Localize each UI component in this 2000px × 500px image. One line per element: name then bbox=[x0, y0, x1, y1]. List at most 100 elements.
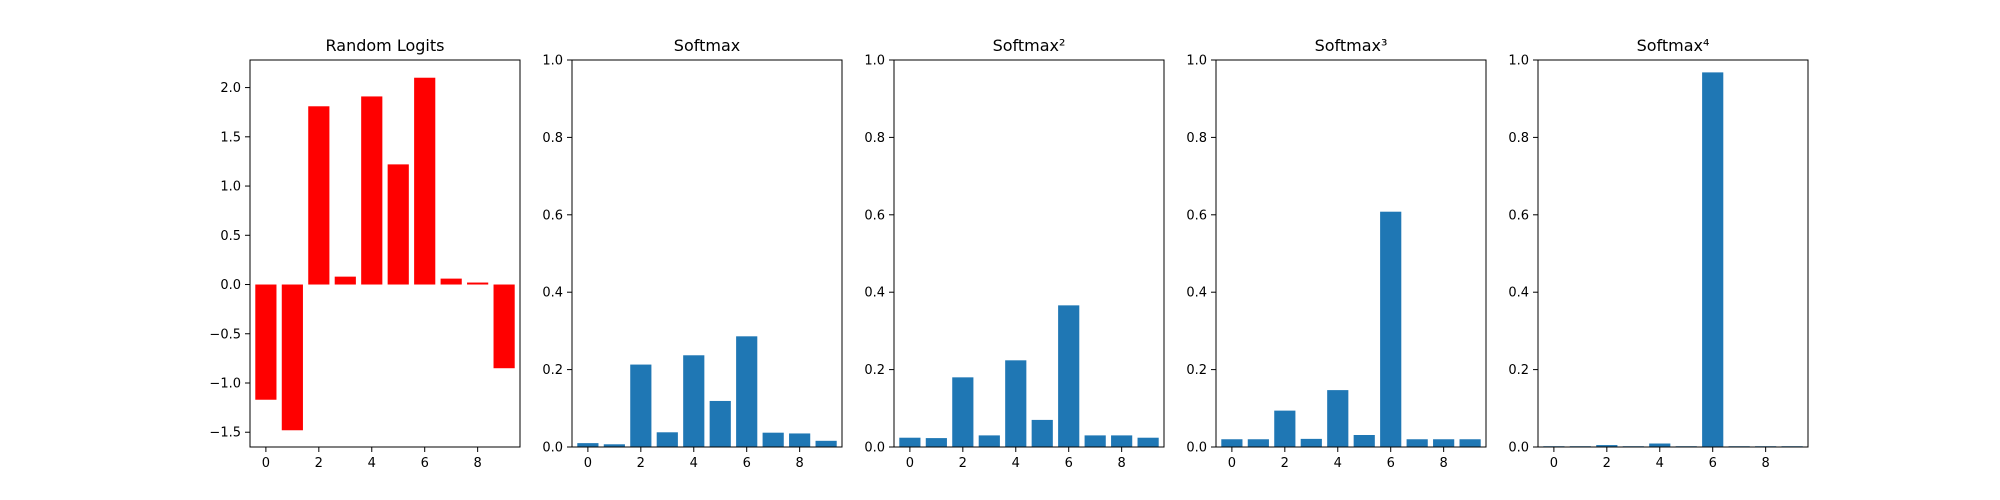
x-tick-label: 0 bbox=[1550, 456, 1558, 471]
chart-panel-0: 0 2 4 6 8 −1.5 −1.0 −0.5 0.0 0.5 1.0 1.5 2.0 Random L… bbox=[209, 36, 521, 471]
x-tick-label: 8 bbox=[474, 456, 482, 471]
x-tick-label: 6 bbox=[1387, 456, 1395, 471]
chart-title: Softmax⁴ bbox=[1637, 36, 1710, 55]
plot-frame bbox=[249, 59, 521, 448]
x-tick-label: 0 bbox=[1228, 456, 1236, 471]
x-tick-label: 8 bbox=[1762, 456, 1770, 471]
chart-title: Softmax³ bbox=[1315, 36, 1388, 55]
y-tick-label: 0.8 bbox=[542, 131, 563, 146]
x-tick-label: 4 bbox=[1012, 456, 1020, 471]
x-tick-label: 6 bbox=[743, 456, 751, 471]
bar-1 bbox=[925, 438, 947, 447]
chart-panel-1: 0 2 4 6 8 0.0 0.2 0.4 0.6 0.8 1.0 Softmax bbox=[542, 36, 843, 471]
bar-6 bbox=[414, 77, 436, 285]
x-tick-label: 2 bbox=[1281, 456, 1289, 471]
bar-8 bbox=[467, 282, 489, 285]
bar-0 bbox=[255, 284, 277, 400]
y-tick-label: 0.2 bbox=[864, 363, 885, 378]
y-tick-label: 1.0 bbox=[1186, 54, 1207, 69]
bar-3 bbox=[978, 435, 1000, 447]
bar-5 bbox=[709, 400, 731, 447]
bar-0 bbox=[577, 443, 599, 447]
chart-panel-4: 0 2 4 6 8 0.0 0.2 0.4 0.6 0.8 1.0 Softmax⁴ bbox=[1508, 36, 1809, 471]
bar-7 bbox=[1406, 439, 1428, 447]
bar-3 bbox=[334, 276, 356, 285]
y-tick-label: 0.4 bbox=[542, 286, 563, 301]
bar-4 bbox=[1327, 390, 1349, 447]
bar-5 bbox=[1031, 419, 1053, 447]
x-tick-label: 8 bbox=[796, 456, 804, 471]
bar-8 bbox=[1111, 435, 1133, 447]
x-tick-label: 2 bbox=[1603, 456, 1611, 471]
x-tick-label: 0 bbox=[906, 456, 914, 471]
y-tick-label: 0.5 bbox=[220, 229, 241, 244]
bar-4 bbox=[1005, 360, 1027, 447]
y-tick-label: 0.6 bbox=[1186, 208, 1207, 223]
bar-3 bbox=[1300, 438, 1322, 447]
y-tick-label: 0.4 bbox=[864, 286, 885, 301]
y-tick-label: −1.0 bbox=[209, 376, 241, 391]
x-tick-label: 8 bbox=[1118, 456, 1126, 471]
bar-6 bbox=[736, 336, 758, 447]
x-tick-label: 0 bbox=[584, 456, 592, 471]
y-tick-label: 0.8 bbox=[1186, 131, 1207, 146]
bar-7 bbox=[1084, 435, 1106, 447]
bar-1 bbox=[603, 444, 625, 447]
bar-8 bbox=[789, 433, 811, 447]
x-tick-label: 8 bbox=[1440, 456, 1448, 471]
bar-3 bbox=[656, 432, 678, 447]
y-tick-label: 1.5 bbox=[220, 130, 241, 145]
bar-9 bbox=[1137, 437, 1159, 447]
bar-2 bbox=[1274, 410, 1296, 447]
y-tick-label: 0.4 bbox=[1186, 286, 1207, 301]
bar-5 bbox=[387, 164, 409, 285]
y-tick-label: 0.6 bbox=[864, 208, 885, 223]
bar-4 bbox=[361, 96, 383, 285]
bar-9 bbox=[1459, 439, 1481, 447]
y-tick-label: 0.8 bbox=[864, 131, 885, 146]
bar-2 bbox=[630, 364, 652, 447]
y-tick-label: 1.0 bbox=[542, 54, 563, 69]
chart-title: Softmax bbox=[674, 36, 740, 55]
bar-0 bbox=[1221, 439, 1243, 447]
bar-8 bbox=[1433, 439, 1455, 447]
bar-6 bbox=[1058, 305, 1080, 447]
y-tick-label: 0.0 bbox=[220, 278, 241, 293]
chart-title: Softmax² bbox=[993, 36, 1066, 55]
y-tick-label: 0.0 bbox=[1508, 441, 1529, 456]
y-tick-label: 0.2 bbox=[542, 363, 563, 378]
bar-9 bbox=[815, 440, 837, 447]
y-tick-label: 1.0 bbox=[864, 54, 885, 69]
bar-7 bbox=[762, 432, 784, 447]
y-tick-label: 2.0 bbox=[220, 81, 241, 96]
y-tick-label: 0.2 bbox=[1508, 363, 1529, 378]
y-tick-label: 0.0 bbox=[542, 441, 563, 456]
y-tick-label: −1.5 bbox=[209, 426, 241, 441]
x-tick-label: 4 bbox=[368, 456, 376, 471]
bar-4 bbox=[1649, 443, 1671, 447]
x-tick-label: 6 bbox=[1065, 456, 1073, 471]
chart-panel-2: 0 2 4 6 8 0.0 0.2 0.4 0.6 0.8 1.0 Softmax² bbox=[864, 36, 1165, 471]
bar-0 bbox=[899, 437, 921, 447]
x-tick-label: 2 bbox=[959, 456, 967, 471]
x-tick-label: 4 bbox=[690, 456, 698, 471]
bar-4 bbox=[683, 355, 705, 447]
plot-frame bbox=[893, 59, 1165, 448]
bar-7 bbox=[440, 278, 462, 285]
bar-2 bbox=[308, 106, 330, 285]
y-tick-label: 1.0 bbox=[220, 180, 241, 195]
x-tick-label: 6 bbox=[1709, 456, 1717, 471]
y-tick-label: 0.6 bbox=[542, 208, 563, 223]
y-tick-label: 1.0 bbox=[1508, 54, 1529, 69]
chart-title: Random Logits bbox=[326, 36, 445, 55]
y-tick-label: 0.6 bbox=[1508, 208, 1529, 223]
x-tick-label: 4 bbox=[1656, 456, 1664, 471]
bar-5 bbox=[1353, 435, 1375, 447]
y-tick-label: 0.0 bbox=[1186, 441, 1207, 456]
bar-2 bbox=[952, 377, 974, 447]
y-tick-label: 0.2 bbox=[1186, 363, 1207, 378]
bar-2 bbox=[1596, 445, 1618, 447]
x-tick-label: 4 bbox=[1334, 456, 1342, 471]
bar-6 bbox=[1702, 72, 1724, 447]
